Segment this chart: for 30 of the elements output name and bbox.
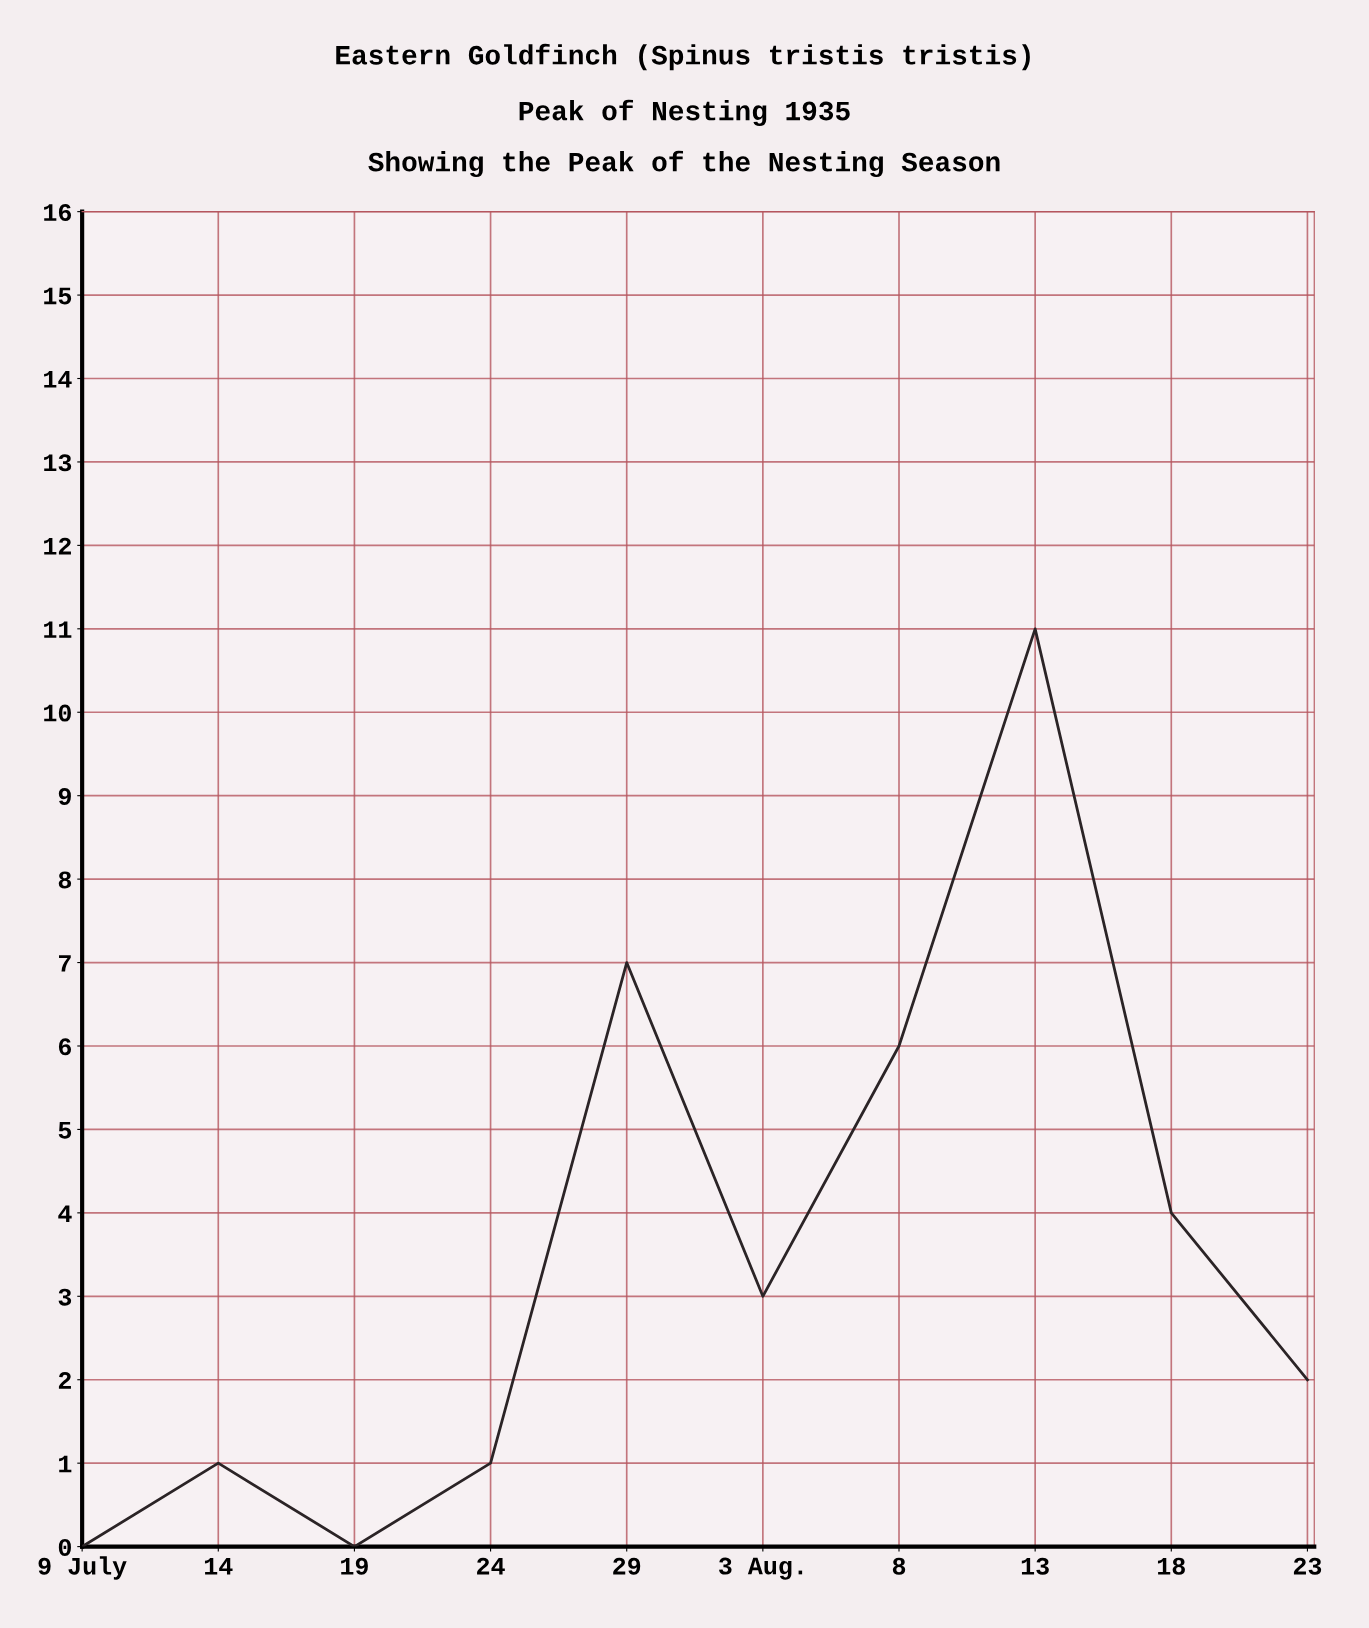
y-tick-label: 2 [58,1372,71,1389]
line-series [82,627,1309,1547]
y-tick-label: 6 [58,1038,72,1056]
y-tick-label: 9 [58,788,71,805]
y-tick-label: 15 [44,287,72,305]
y-tick-label: 11 [44,621,72,638]
chart-title: Eastern Goldfinch (Spinus tristis tristis) [336,43,1030,71]
x-tick-label: 3 Aug. [718,1557,803,1580]
y-tick-label: 5 [58,1122,72,1139]
x-tick-label: 29 [613,1557,641,1575]
y-tick-label: 3 [58,1288,72,1306]
x-tick-label: 13 [1021,1557,1049,1575]
x-tick-label: 23 [1293,1557,1322,1575]
y-tick-label: 12 [44,537,71,555]
y-tick-label: 16 [44,203,72,221]
x-tick-label: 8 [892,1557,906,1575]
y-tick-label: 10 [44,704,71,722]
x-tick-label: 14 [204,1557,233,1575]
x-tick-label: 19 [341,1557,368,1575]
chart-subtitle: Peak of Nesting 1935 Showing the Peak of the Nesting Season [368,99,1000,178]
x-tick-label: 24 [477,1557,505,1575]
x-tick-label: 9 July [38,1556,127,1580]
y-tick-label: 14 [44,371,72,388]
y-tick-label: 1 [59,1455,72,1473]
x-tick-label: 18 [1157,1557,1185,1575]
y-tick-label: 4 [58,1205,72,1222]
y-tick-label: 8 [58,871,72,889]
y-tick-label: 7 [59,955,71,972]
y-tick-label: 13 [44,454,72,472]
y-tick-label: 0 [58,1538,71,1556]
